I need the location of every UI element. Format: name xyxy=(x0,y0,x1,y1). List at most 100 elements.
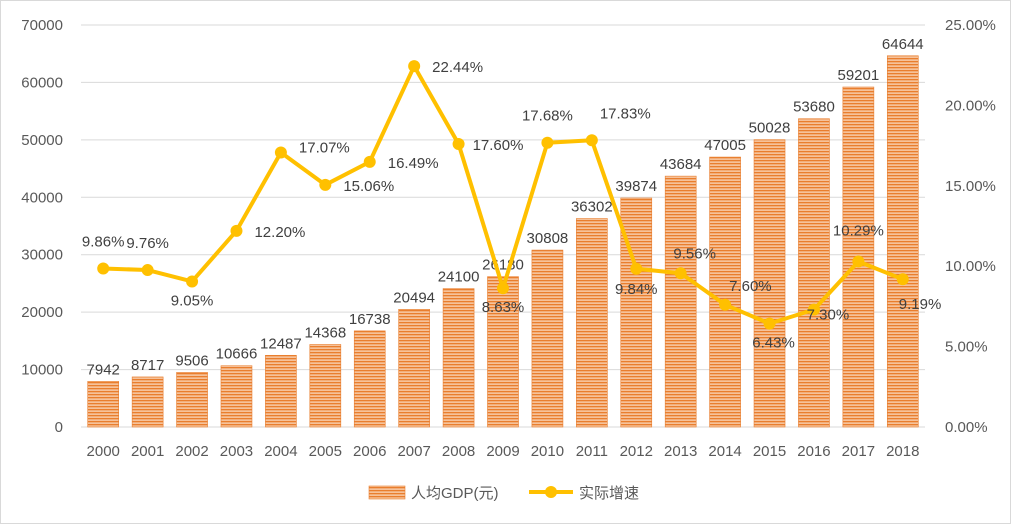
line-value-label: 9.56% xyxy=(673,245,716,262)
x-tick-label: 2018 xyxy=(886,443,919,460)
legend-line-marker xyxy=(545,486,557,498)
bar-value-label: 64644 xyxy=(882,36,924,53)
left-tick-label: 30000 xyxy=(21,247,63,264)
x-tick-label: 2014 xyxy=(708,443,741,460)
line-point xyxy=(97,262,110,275)
bar-value-label: 53680 xyxy=(793,99,835,116)
x-tick-label: 2003 xyxy=(220,443,253,460)
bar xyxy=(886,55,919,428)
bar xyxy=(753,139,786,428)
bar-value-label: 50028 xyxy=(749,120,791,137)
line-value-label: 9.84% xyxy=(615,281,658,298)
bar xyxy=(176,372,208,428)
line-data-labels: 9.86% 9.76% 9.05% 12.20% 17.07% 15.06% 16.49% 2… xyxy=(82,59,941,351)
line-point xyxy=(363,155,376,168)
bar-data-labels: 7942 8717 9506 1066612487143681673820494241… xyxy=(87,36,924,379)
bar xyxy=(531,249,564,428)
line-value-label: 6.43% xyxy=(752,335,795,352)
line-point xyxy=(719,298,732,311)
line-value-label: 17.68% xyxy=(522,108,573,125)
line-value-label: 9.86% xyxy=(82,233,125,250)
bar xyxy=(353,330,386,428)
bar-value-label: 10666 xyxy=(216,346,258,363)
line-point xyxy=(497,282,509,295)
line-value-label: 22.44% xyxy=(432,59,483,76)
line-point xyxy=(141,264,154,277)
bar-value-label: 47005 xyxy=(704,137,746,154)
line-value-label: 9.76% xyxy=(126,235,169,252)
bar-value-label: 30808 xyxy=(527,230,569,247)
right-tick-label: 25.00% xyxy=(945,17,996,34)
x-tick-label: 2005 xyxy=(309,443,342,460)
line-value-label: 10.29% xyxy=(833,223,884,240)
x-tick-label: 2010 xyxy=(531,443,564,460)
bar xyxy=(87,381,120,428)
x-axis: 2000 2001 2002 2003 2004 2005 2006 2007 2008 2009… xyxy=(87,443,920,460)
right-y-axis: 0.00% 5.00% 10.00% 15.00% 20.00% 25.00% xyxy=(945,17,996,436)
left-tick-label: 60000 xyxy=(21,74,63,91)
bar-value-label: 14368 xyxy=(304,324,346,341)
right-tick-label: 15.00% xyxy=(945,178,996,195)
line-series xyxy=(97,60,909,330)
left-y-axis: 0 10000 20000 30000 40000 50000 60000 70000 xyxy=(21,17,63,436)
right-tick-label: 20.00% xyxy=(945,97,996,114)
line-point xyxy=(674,267,687,280)
left-tick-label: 0 xyxy=(55,419,63,436)
left-tick-label: 40000 xyxy=(21,189,63,206)
bar xyxy=(442,288,475,428)
bar-value-label: 9506 xyxy=(175,352,208,369)
line-point xyxy=(452,137,465,150)
line-value-label: 9.05% xyxy=(171,292,214,309)
x-tick-label: 2015 xyxy=(753,443,786,460)
x-tick-label: 2002 xyxy=(175,443,208,460)
bar xyxy=(487,276,519,428)
line-point xyxy=(319,178,332,191)
right-tick-label: 10.00% xyxy=(945,258,996,275)
bar-value-label: 16738 xyxy=(349,311,391,328)
legend-line-label: 实际增速 xyxy=(579,485,639,502)
line-point xyxy=(852,255,865,268)
line-value-label: 12.20% xyxy=(254,224,305,241)
bar-value-label: 26180 xyxy=(482,257,524,274)
x-tick-label: 2017 xyxy=(842,443,875,460)
line-point xyxy=(630,262,643,275)
legend-bar-swatch xyxy=(368,485,406,500)
bar xyxy=(398,309,430,428)
right-tick-label: 0.00% xyxy=(945,419,988,436)
line-point xyxy=(807,303,820,316)
bar xyxy=(798,118,830,428)
line-value-label: 17.83% xyxy=(600,105,651,122)
legend-bar-label: 人均GDP(元) xyxy=(411,485,499,502)
left-tick-label: 10000 xyxy=(21,362,63,379)
line-value-label: 17.07% xyxy=(299,140,350,157)
line-point xyxy=(408,60,421,73)
bar xyxy=(664,175,697,428)
left-tick-label: 20000 xyxy=(21,304,63,321)
x-tick-label: 2011 xyxy=(576,443,608,460)
line-point xyxy=(585,134,598,147)
x-tick-label: 2000 xyxy=(87,443,120,460)
line-value-label: 17.60% xyxy=(473,137,524,154)
line-value-label: 7.60% xyxy=(729,278,772,295)
line-value-label: 7.30% xyxy=(807,307,850,324)
bar-value-label: 43684 xyxy=(660,156,702,173)
x-tick-label: 2013 xyxy=(664,443,697,460)
line-point xyxy=(763,317,776,330)
x-tick-label: 2008 xyxy=(442,443,475,460)
x-tick-label: 2007 xyxy=(397,443,430,460)
bar-value-label: 39874 xyxy=(615,178,657,195)
bar xyxy=(309,344,342,428)
left-tick-label: 70000 xyxy=(21,17,63,34)
x-tick-label: 2012 xyxy=(620,443,653,460)
bar-value-label: 12487 xyxy=(260,335,302,352)
bar-value-label: 36302 xyxy=(571,199,613,216)
line-value-label: 8.63% xyxy=(482,299,525,316)
line-point xyxy=(274,146,287,159)
line-point xyxy=(186,275,199,288)
x-tick-label: 2001 xyxy=(131,443,164,460)
bar-value-label: 59201 xyxy=(838,67,880,84)
bar-value-label: 20494 xyxy=(393,289,435,306)
line-point xyxy=(896,273,909,286)
bar-value-label: 8717 xyxy=(131,357,164,374)
